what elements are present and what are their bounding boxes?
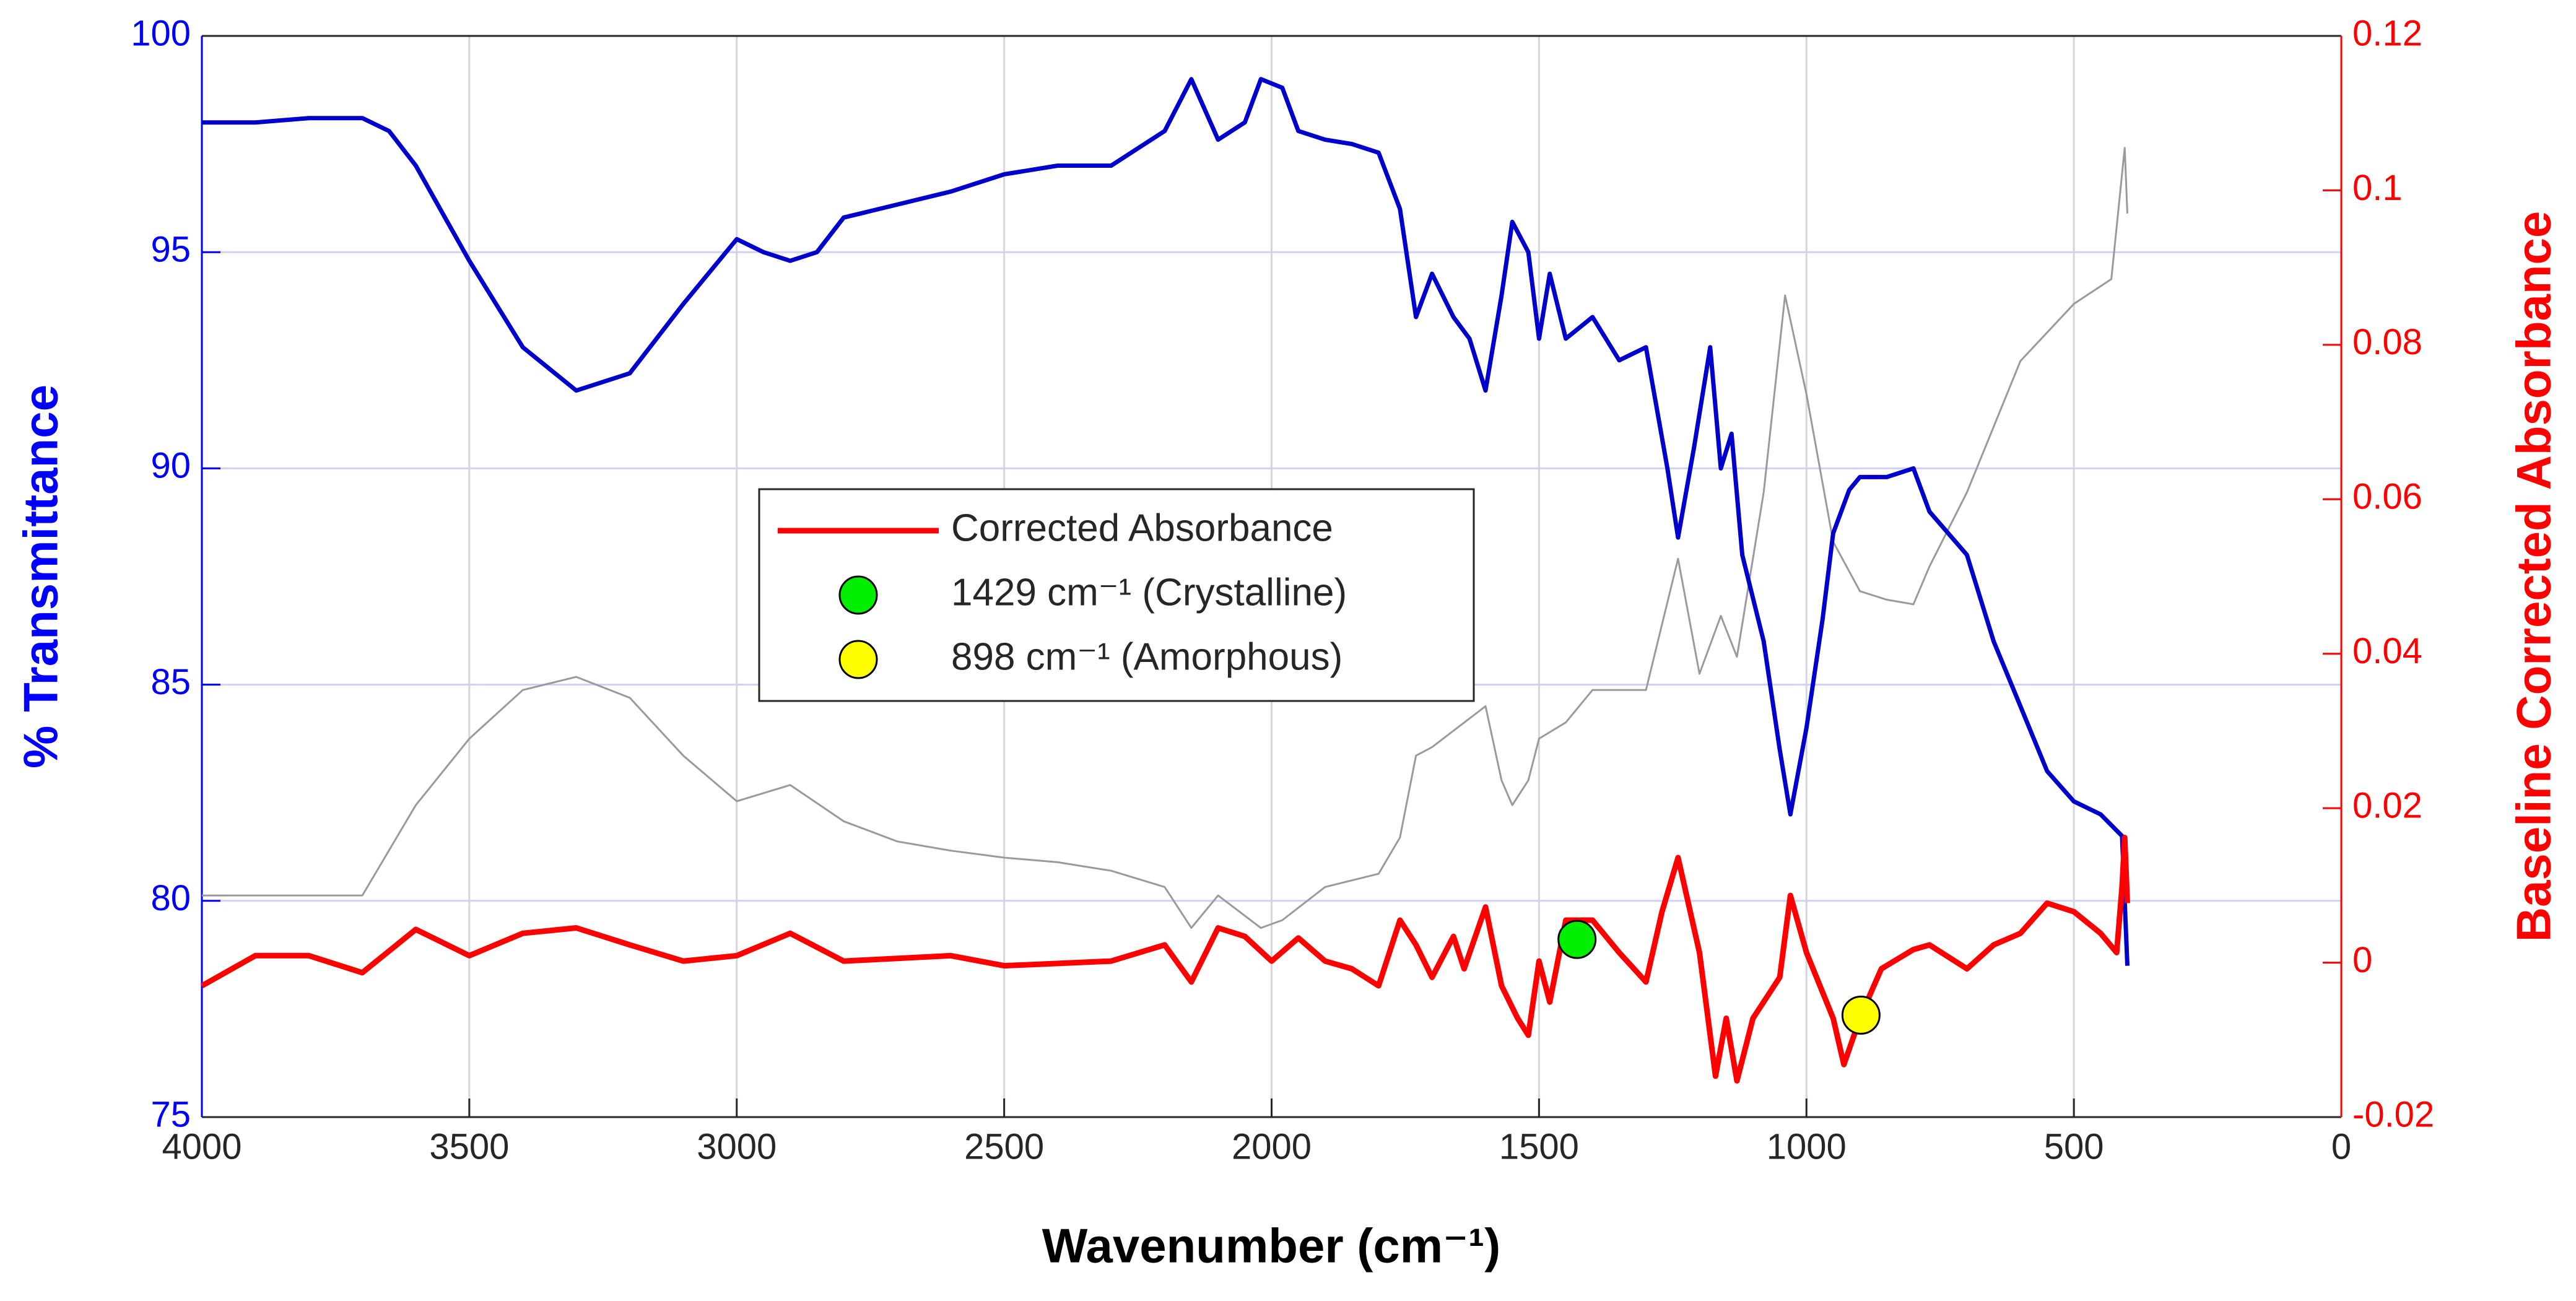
legend-box (758, 488, 1475, 702)
y-axis-label: % Transmittance (14, 385, 68, 768)
legend-label: Corrected Absorbance (951, 507, 1333, 549)
legend-label: 898 cm⁻¹ (Amorphous) (951, 635, 1342, 678)
x-axis-label: Wavenumber (cm⁻¹) (1042, 1219, 1500, 1273)
y2-axis-label: Baseline Corrected Absorbance (2507, 211, 2561, 942)
legend-marker (838, 575, 878, 615)
y2-tick-label: 0.02 (2352, 785, 2422, 825)
series-line (202, 147, 2128, 929)
x-tick-label: 500 (2044, 1126, 2104, 1167)
y-tick-label: 80 (150, 878, 191, 918)
y2-tick-label: -0.02 (2352, 1094, 2434, 1134)
legend-label: 1429 cm⁻¹ (Crystalline) (951, 571, 1347, 614)
legend-marker (838, 640, 878, 679)
y-tick-label: 85 (150, 662, 191, 702)
y2-tick-label: 0 (2352, 940, 2372, 980)
y2-tick-label: 0.1 (2352, 168, 2403, 208)
x-tick-label: 4000 (162, 1126, 242, 1167)
marker (1841, 995, 1881, 1035)
y2-tick-label: 0.12 (2352, 13, 2422, 53)
x-tick-label: 1000 (1767, 1126, 1847, 1167)
x-tick-label: 0 (2331, 1126, 2351, 1167)
y2-tick-label: 0.04 (2352, 631, 2422, 671)
x-tick-label: 1500 (1499, 1126, 1579, 1167)
x-tick-label: 2000 (1232, 1126, 1312, 1167)
x-tick-label: 3500 (429, 1126, 509, 1167)
y-tick-label: 100 (131, 13, 191, 53)
y-tick-label: 75 (150, 1094, 191, 1134)
x-tick-label: 2500 (964, 1126, 1044, 1167)
x-tick-label: 3000 (697, 1126, 777, 1167)
y-tick-label: 95 (150, 230, 191, 270)
marker (1557, 920, 1597, 959)
series-line (202, 77, 2130, 966)
y2-tick-label: 0.08 (2352, 322, 2422, 362)
y-tick-label: 90 (150, 446, 191, 486)
series-line (200, 835, 2130, 1084)
y2-tick-label: 0.06 (2352, 477, 2422, 517)
